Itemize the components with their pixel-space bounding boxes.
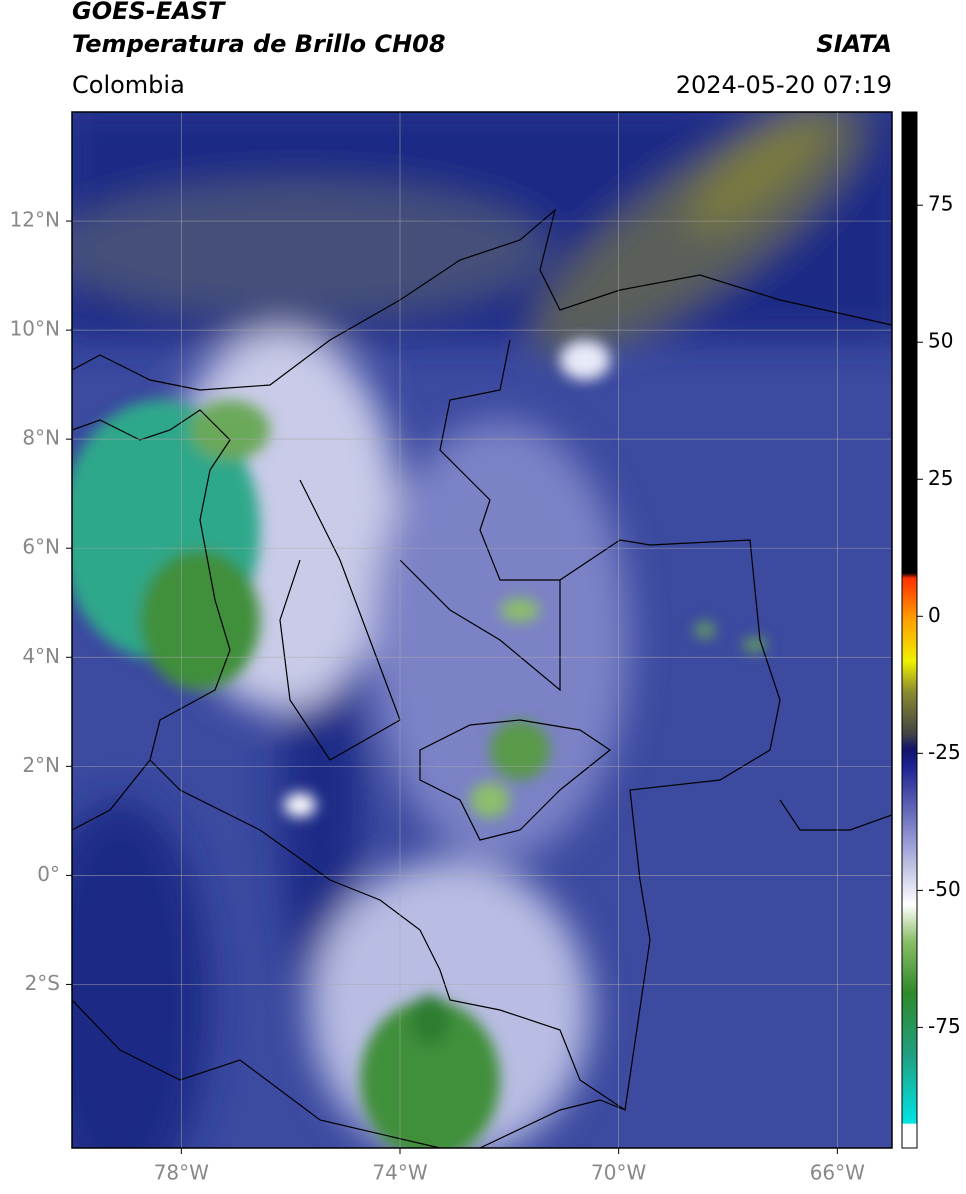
y-tick-label: 12°N: [10, 208, 60, 232]
title-line: Temperatura de Brillo CH08: [72, 30, 446, 58]
y-tick-label: 10°N: [10, 317, 60, 341]
y-tick-label: 0°: [37, 862, 60, 886]
colorbar-tick-label: 0: [928, 603, 941, 627]
x-tick-label: 78°W: [154, 1161, 209, 1185]
y-tick-label: 8°N: [22, 426, 60, 450]
colorbar-tick-label: 25: [928, 466, 953, 490]
colorbar-tick-label: 75: [928, 192, 953, 216]
colorbar-tick-label: 50: [928, 329, 953, 353]
x-tick-label: 70°W: [591, 1161, 646, 1185]
graticule: [72, 112, 892, 1148]
map-frame: [71, 111, 893, 1149]
region: Colombia: [72, 71, 185, 99]
y-tick-label: 4°N: [22, 644, 60, 668]
source: SIATA: [816, 30, 892, 58]
colorbar-tick-label: -25: [928, 740, 961, 764]
y-tick-label: 6°N: [22, 535, 60, 559]
colorbar-tick-label: -50: [928, 877, 961, 901]
satellite-image: [72, 112, 892, 1148]
y-tick-label: 2°S: [25, 971, 60, 995]
x-tick-label: 66°W: [810, 1161, 865, 1185]
y-tick-label: 2°N: [22, 753, 60, 777]
colorbar: [901, 111, 918, 1149]
datetime: 2024-05-20 07:19: [676, 71, 892, 99]
x-tick-label: 74°W: [372, 1161, 427, 1185]
title-line: GOES-EAST: [72, 0, 226, 25]
colorbar-tick-label: -75: [928, 1014, 961, 1038]
